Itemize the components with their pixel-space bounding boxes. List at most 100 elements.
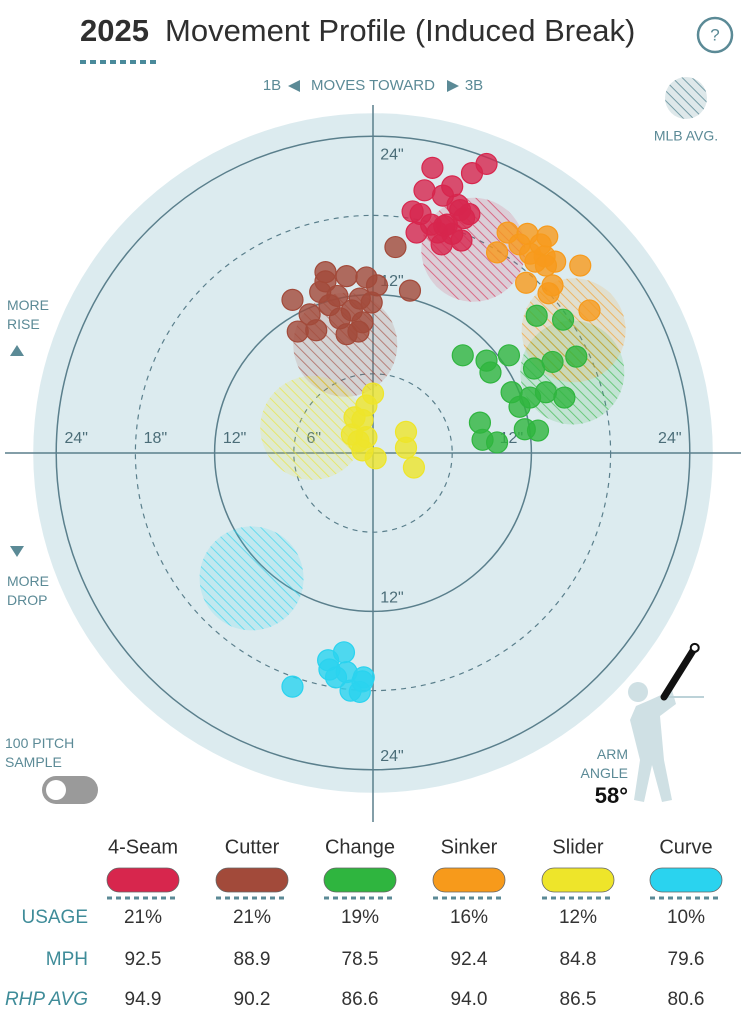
pitch-point	[513, 418, 536, 441]
pitch-point	[525, 304, 548, 327]
pitch-point	[281, 288, 304, 311]
pitch-point	[485, 241, 509, 264]
rise-label: MORE RISE	[7, 297, 49, 332]
table-value: 19%	[341, 907, 379, 928]
pitch-point	[351, 408, 374, 432]
arrow-right	[447, 80, 459, 92]
table-value: 79.6	[668, 949, 705, 970]
pitch-point	[515, 271, 538, 294]
drop-label: MORE DROP	[7, 573, 49, 608]
pitch-point	[497, 344, 521, 367]
pitch-point	[451, 344, 474, 367]
pitch-point	[314, 270, 337, 293]
table-value: 94.0	[451, 989, 488, 1010]
pitch-point	[551, 308, 575, 331]
ring-label: 24"	[380, 748, 403, 765]
legend-label: 4-Seam	[108, 836, 178, 858]
ring-label: 12"	[380, 590, 403, 607]
legend-swatch	[323, 867, 397, 893]
pitch-point	[413, 179, 436, 202]
pitch-point	[305, 319, 328, 342]
pitch-point	[450, 229, 473, 252]
table-value: 80.6	[668, 989, 705, 1010]
chart-title: Movement Profile (Induced Break)	[165, 13, 635, 48]
arm-angle-value: 58°	[595, 783, 628, 808]
table-value: 88.9	[234, 949, 271, 970]
pitch-point	[569, 254, 592, 277]
pitch-point	[384, 235, 407, 259]
pitch-point	[449, 199, 472, 222]
pitch-point	[529, 233, 552, 256]
drop-arrow	[10, 546, 24, 557]
legend-label: Curve	[659, 836, 712, 858]
title-year: 2025	[80, 13, 149, 48]
ring-label: 24"	[64, 430, 87, 447]
legend-label: Sinker	[441, 836, 498, 858]
row-label: USAGE	[21, 907, 88, 928]
toggle-knob[interactable]	[46, 780, 66, 800]
pitch-point	[553, 386, 576, 409]
legend-swatch	[215, 867, 289, 893]
table-value: 10%	[667, 907, 705, 928]
table-value: 12%	[559, 907, 597, 928]
pitch-point	[360, 291, 383, 314]
legend-label: Change	[325, 836, 395, 858]
pitch-point	[421, 156, 444, 179]
rise-arrow	[10, 345, 24, 356]
mlb-avg-area	[260, 375, 365, 480]
pitch-point	[419, 213, 443, 236]
arm-angle-line	[660, 644, 699, 701]
ring-label: 12"	[223, 430, 246, 447]
row-label: RHP AVG	[5, 989, 88, 1010]
arm-angle-label: ARM ANGLE	[580, 746, 628, 781]
pitch-point	[351, 670, 374, 693]
table-value: 86.6	[342, 989, 379, 1010]
help-button[interactable]	[696, 16, 734, 54]
arm-angle-knob	[689, 642, 700, 653]
legend-swatch	[649, 867, 723, 893]
table-value: 84.8	[560, 949, 597, 970]
ring-label: 24"	[658, 430, 681, 447]
pitch-point	[485, 431, 509, 454]
pitch-point	[578, 299, 601, 322]
plot: 6"12"12"12"12"18"24"24"24"24"	[5, 105, 741, 822]
pitch-point	[394, 436, 418, 459]
table-value: 21%	[124, 907, 162, 928]
pitch-point	[534, 254, 558, 277]
pitch-point	[318, 658, 341, 681]
pitch-point	[347, 320, 370, 343]
legend-swatch	[541, 867, 615, 893]
table-value: 16%	[450, 907, 488, 928]
pitch-point	[364, 447, 387, 470]
pitcher-figure	[628, 682, 676, 802]
pitch-point	[565, 345, 588, 368]
arrow-left	[288, 80, 300, 92]
pitch-point	[541, 274, 564, 297]
x-label: MOVES TOWARD	[311, 77, 435, 94]
table-value: 78.5	[342, 949, 379, 970]
legend-swatch	[106, 867, 180, 893]
mlb-avg-area	[199, 526, 304, 631]
x-label-right: 3B	[465, 77, 483, 94]
pitch-point	[460, 162, 484, 185]
legend-label: Slider	[552, 836, 603, 858]
sample-label: 100 PITCH SAMPLE	[5, 735, 75, 770]
row-label: MPH	[46, 949, 88, 970]
table-value: 86.5	[560, 989, 597, 1010]
table-value: 92.4	[451, 949, 488, 970]
pitch-point	[430, 233, 453, 256]
pitch-point	[479, 361, 502, 384]
help-icon[interactable]: ?	[710, 25, 719, 44]
ring-label: 24"	[380, 146, 403, 163]
x-label-left: 1B	[263, 77, 281, 94]
pitch-point	[522, 357, 546, 380]
legend-label: Cutter	[225, 836, 280, 858]
legend-swatch	[432, 867, 506, 893]
pitch-point	[347, 430, 370, 453]
pitch-point	[286, 320, 309, 343]
table-value: 90.2	[234, 989, 271, 1010]
ring-label: 18"	[144, 430, 167, 447]
pitch-point	[281, 675, 304, 698]
